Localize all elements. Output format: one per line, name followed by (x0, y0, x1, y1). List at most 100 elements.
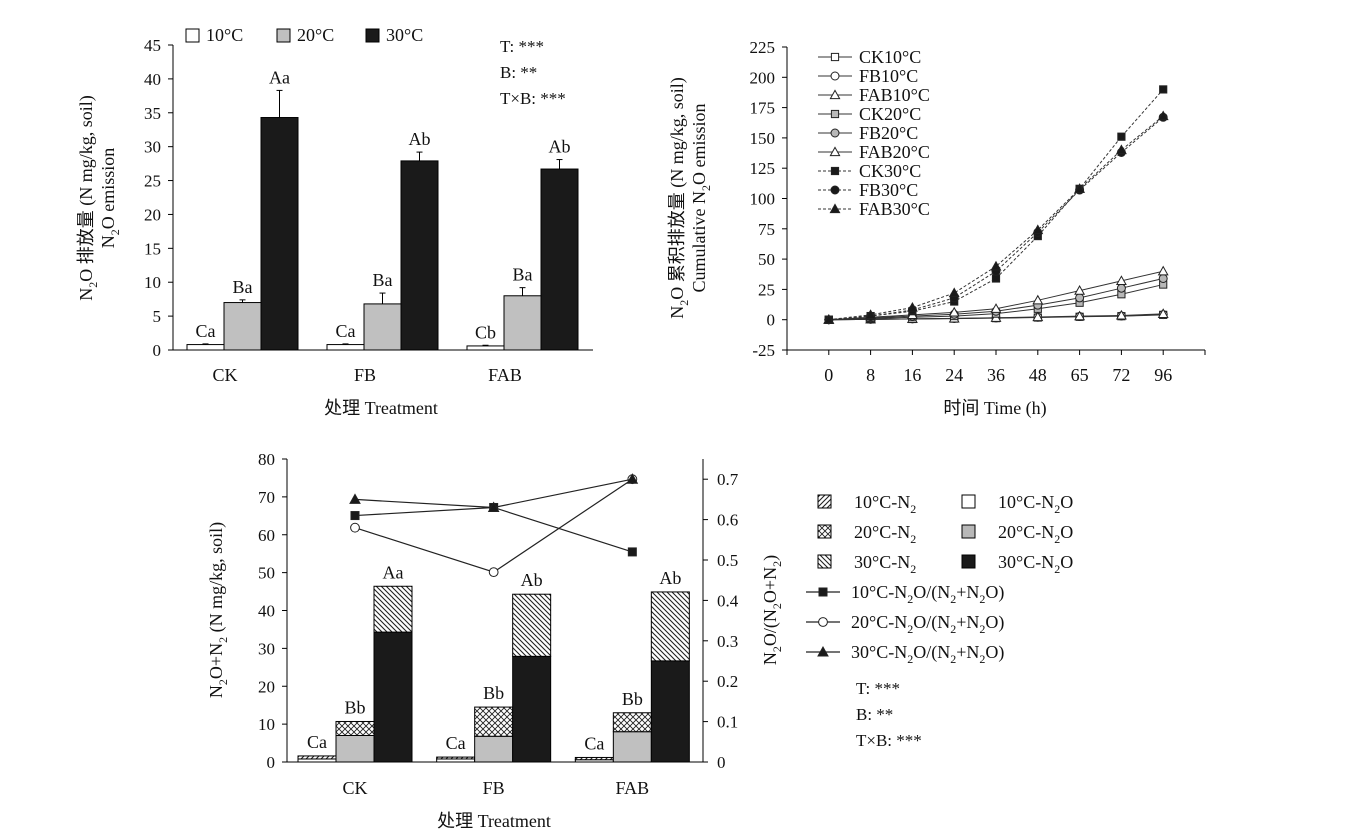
b-legend-label: CK30°C (859, 161, 921, 181)
a-y-tick-label: 0 (153, 341, 162, 360)
a-bars: Ca Ba Aa Ca Ba Ab Cb Ba Ab (186, 67, 579, 351)
a-legend-swatch-10c (185, 28, 200, 43)
b-y-tick-label: -25 (752, 341, 775, 360)
b-legend: CK10°CFB10°CFAB10°CCK20°CFB20°CFAB20°CCK… (818, 47, 930, 219)
c-ratio-line (354, 478, 633, 573)
a-axes: 0 5 10 15 20 25 30 35 40 45 CK FB FAB (144, 36, 593, 385)
a-y-tick-label: 25 (144, 172, 161, 191)
c-ratio-point (488, 567, 499, 578)
c-y-axis-title: N2O+N2 (N mg/kg, soil) (206, 522, 230, 698)
c-data-label: Ca (307, 732, 327, 752)
b-x-tick-label: 0 (824, 365, 833, 385)
c-bar-n2o (474, 735, 514, 763)
a-data-label: Ab (409, 129, 431, 149)
c-y-tick-label: 40 (258, 602, 275, 621)
b-legend-label: FAB30°C (859, 199, 930, 219)
c-y-tick-label: 80 (258, 450, 275, 469)
b-data-point (1159, 85, 1168, 94)
c-bar-n2 (297, 755, 337, 760)
c-bar-n2 (373, 585, 413, 633)
a-bar (363, 303, 402, 351)
b-data-point (948, 306, 960, 317)
b-data-point (1158, 273, 1168, 283)
b-lines (823, 85, 1169, 325)
b-legend-label: FB10°C (859, 66, 918, 86)
c-y-tick-label: 20 (258, 677, 275, 696)
c-lines (349, 473, 639, 578)
a-bar (260, 117, 299, 351)
b-x-tick-label: 24 (945, 365, 963, 385)
b-legend-marker (829, 146, 841, 157)
a-legend-swatch-20c (276, 28, 291, 43)
c-bar-n2o (512, 655, 552, 763)
b-y-tick-label: 100 (750, 190, 776, 209)
b-data-point (1157, 110, 1169, 121)
a-data-label: Cb (475, 322, 496, 342)
c-ratio-point (627, 547, 637, 557)
b-x-tick-label: 36 (987, 365, 1005, 385)
b-data-point (906, 301, 918, 312)
c-y2-tick-label: 0 (717, 753, 726, 772)
c-data-label: Ab (659, 568, 681, 588)
a-legend-swatch-30c (365, 28, 380, 43)
b-legend-marker (829, 89, 841, 100)
b-data-point (1074, 183, 1086, 193)
c-bars: Ca Bb Aa Ca Bb Ab Ca Bb Ab (297, 562, 690, 763)
a-stat-tb: T×B: *** (500, 89, 566, 108)
b-data-point (1032, 224, 1044, 235)
c-data-label: Bb (344, 697, 365, 717)
c-legend-label: 20°C-N2 (854, 522, 916, 546)
b-data-point (823, 314, 835, 324)
b-legend-label: FB20°C (859, 123, 918, 143)
b-data-point (1074, 310, 1086, 321)
a-data-label: Ba (233, 277, 253, 297)
b-y-tick-label: 200 (750, 68, 776, 87)
b-legend-marker (830, 185, 840, 195)
c-legend-ratio-marker (818, 617, 828, 627)
c-legend-ratio-label: 20°C-N2O/(N2+N2O) (851, 612, 1004, 636)
b-y-tick-label: 150 (750, 129, 776, 148)
a-x-axis-title: 处理 Treatment (324, 398, 438, 418)
a-bar (186, 344, 225, 351)
c-y2-tick-label: 0.6 (717, 511, 738, 530)
c-y-tick-label: 0 (267, 753, 276, 772)
a-y-tick-label: 45 (144, 36, 161, 55)
c-data-label: Ca (584, 733, 604, 753)
c-y-tick-label: 10 (258, 715, 275, 734)
c-y2-axis-title-text: N2O/(N2O+N2) (760, 555, 784, 665)
b-data-point (1157, 265, 1169, 276)
a-y-tick-label: 35 (144, 104, 161, 123)
c-legend-swatch (961, 554, 976, 569)
a-data-label: Ab (549, 137, 571, 157)
a-x-tick-label: FAB (488, 365, 522, 385)
c-bar-n2 (650, 591, 690, 662)
c-y-tick-label: 60 (258, 526, 275, 545)
a-stat-b: B: ** (500, 63, 537, 82)
c-y2-tick-label: 0.4 (717, 591, 739, 610)
b-data-point (1115, 144, 1127, 155)
b-data-point (990, 260, 1002, 271)
b-x-tick-label: 16 (903, 365, 921, 385)
c-data-label: Bb (622, 689, 643, 709)
c-bar-n2 (474, 706, 514, 737)
b-data-point (1075, 293, 1085, 303)
b-data-point (1117, 132, 1126, 141)
b-legend-label: FB30°C (859, 180, 918, 200)
b-data-point (1032, 311, 1044, 322)
a-y-axis-title: N2O 排放量 (N mg/kg, soil) N2O emission (76, 95, 122, 301)
c-legend-swatch (961, 494, 976, 509)
b-data-point (1115, 275, 1127, 286)
c-x-tick-label: FB (483, 778, 505, 798)
b-legend-marker (830, 128, 840, 138)
b-legend-marker (830, 52, 840, 62)
c-legend-swatch (817, 494, 832, 509)
a-bar (503, 295, 542, 351)
b-axes: -25 0 25 50 75 100 125 150 175 200 225 0 8 16 24 36 48 65… (750, 38, 1206, 385)
b-y-tick-label: 0 (767, 311, 776, 330)
c-bar-n2 (512, 593, 552, 657)
chart-n2o-emission-bar: 0 5 10 15 20 25 30 35 40 45 CK FB FAB Ca Ba Aa Ca Ba Ab Cb… (76, 25, 593, 418)
b-legend-marker (830, 71, 840, 81)
c-ratio-point (350, 522, 360, 533)
b-x-axis-title: 时间 Time (h) (943, 398, 1046, 419)
c-legend-label: 10°C-N2 (854, 492, 916, 516)
